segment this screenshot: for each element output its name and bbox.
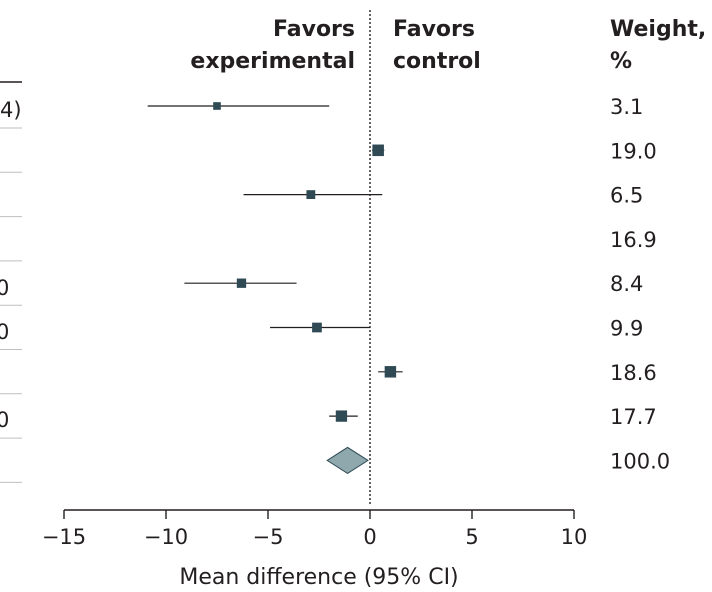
weight-header-line1: Weight, [610, 17, 706, 42]
x-tick-label: −10 [144, 525, 188, 549]
weight-value: 6.5 [610, 184, 643, 208]
study-rows: 3.1 19.0 6.5 16.9 8.4 9.9 18.6 17.7 100.0 [147, 95, 670, 474]
point-estimate [306, 190, 316, 200]
favors-experimental-line1: Favors [273, 17, 355, 42]
point-estimate [312, 322, 322, 333]
weight-value: 18.6 [610, 361, 657, 385]
cropped-left-label: 0 [0, 408, 9, 432]
cropped-left-label: 0 [0, 276, 9, 300]
weight-value: 16.9 [610, 228, 657, 252]
point-estimate [236, 278, 247, 288]
x-tick-label: 5 [465, 525, 478, 549]
x-tick-label: 0 [363, 525, 376, 549]
weight-value: 17.7 [610, 405, 657, 429]
x-tick-label: 10 [561, 525, 588, 549]
favors-control-line1: Favors [393, 17, 475, 42]
weight-value: 8.4 [610, 272, 643, 296]
row-dividers [0, 127, 22, 483]
weight-header-line2: % [610, 49, 632, 74]
x-axis: −15 −10 −5 0 5 10 [42, 509, 588, 549]
favors-control-line2: control [393, 49, 481, 74]
x-axis-label: Mean difference (95% CI) [179, 565, 458, 590]
cropped-left-label: 4) [0, 98, 22, 122]
point-estimate [372, 144, 384, 157]
x-tick-label: −5 [253, 525, 284, 549]
point-estimate [384, 366, 397, 378]
favors-experimental-line2: experimental [190, 49, 355, 74]
weight-value: 19.0 [610, 139, 657, 163]
x-tick-label: −15 [42, 525, 86, 549]
point-estimate [335, 410, 348, 422]
weight-value: 100.0 [610, 449, 670, 473]
overall-diamond [326, 446, 369, 474]
weight-value: 9.9 [610, 317, 643, 341]
cropped-left-label: 0 [0, 320, 9, 344]
weight-value: 3.1 [610, 95, 643, 119]
point-estimate [213, 102, 221, 110]
